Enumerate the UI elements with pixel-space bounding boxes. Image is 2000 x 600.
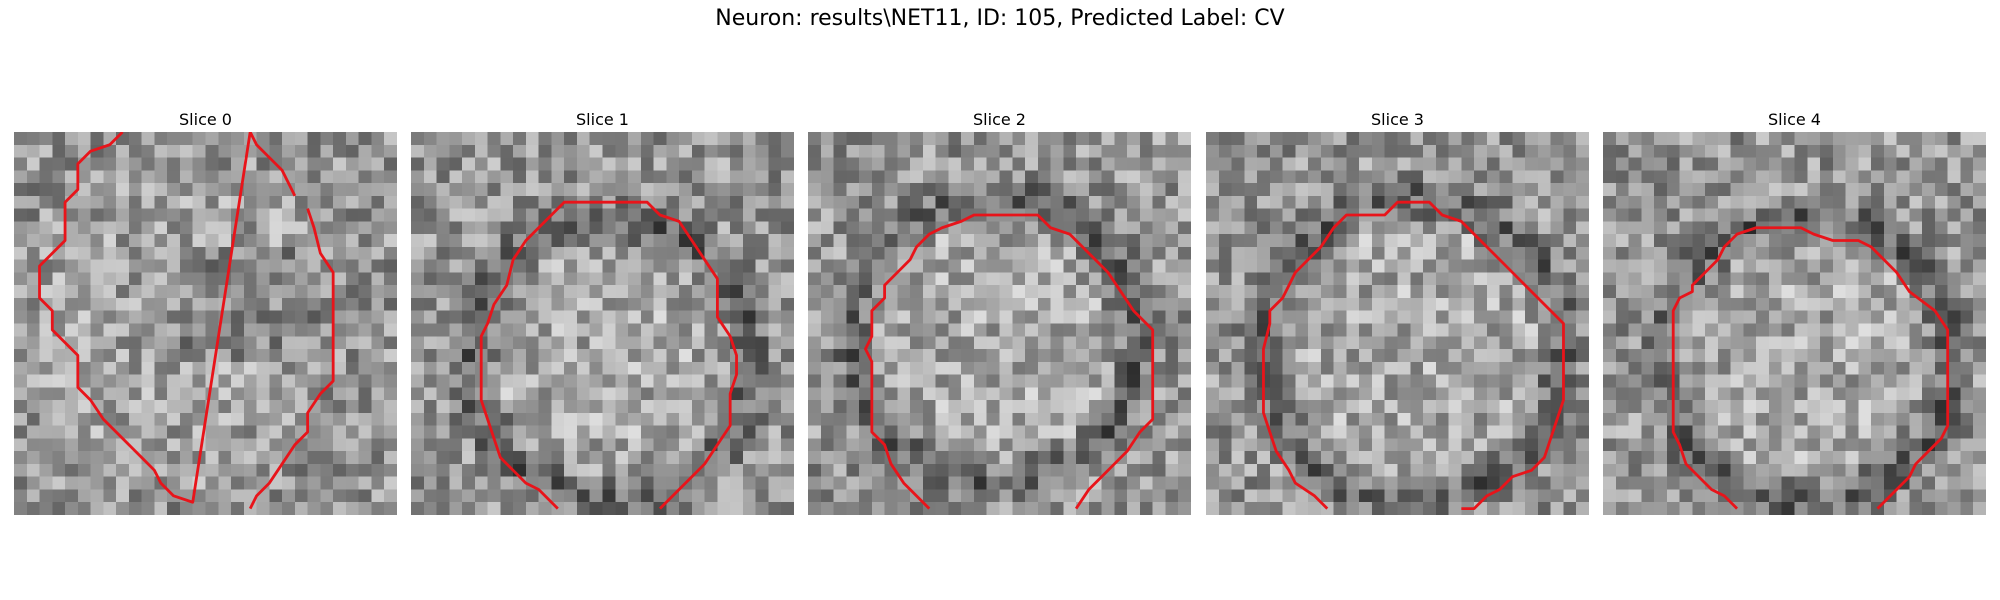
microscopy-patch bbox=[1603, 132, 1986, 515]
slice-panel-3: Slice 3 bbox=[1206, 108, 1589, 515]
contour-line-0 bbox=[38, 132, 297, 504]
contour-line-1 bbox=[248, 208, 335, 510]
contour-overlay bbox=[38, 132, 335, 510]
slice-title: Slice 0 bbox=[179, 110, 232, 129]
microscopy-patch bbox=[411, 132, 794, 515]
slice-image-2 bbox=[808, 132, 1191, 515]
slice-image-4 bbox=[1603, 132, 1986, 515]
slice-image-0 bbox=[14, 132, 397, 515]
slice-title: Slice 4 bbox=[1768, 110, 1821, 129]
slice-title: Slice 3 bbox=[1371, 110, 1424, 129]
slice-image-3 bbox=[1206, 132, 1589, 515]
slice-panel-2: Slice 2 bbox=[808, 108, 1191, 515]
contour-line-0 bbox=[479, 200, 738, 510]
slice-panel-0: Slice 0 bbox=[14, 108, 397, 515]
slice-image-1 bbox=[411, 132, 794, 515]
contour-line-0 bbox=[1671, 226, 1950, 510]
slice-title: Slice 2 bbox=[973, 110, 1026, 129]
figure-title: Neuron: results\NET11, ID: 105, Predicte… bbox=[715, 6, 1285, 31]
contour-overlay bbox=[1671, 226, 1950, 510]
contour-overlay bbox=[479, 200, 738, 510]
contour-line-0 bbox=[1262, 200, 1565, 511]
contour-overlay bbox=[1262, 200, 1565, 511]
slice-panel-4: Slice 4 bbox=[1603, 108, 1986, 515]
contour-line-0 bbox=[864, 213, 1155, 510]
slice-panel-1: Slice 1 bbox=[411, 108, 794, 515]
contour-overlay bbox=[864, 213, 1155, 510]
slice-title: Slice 1 bbox=[576, 110, 629, 129]
